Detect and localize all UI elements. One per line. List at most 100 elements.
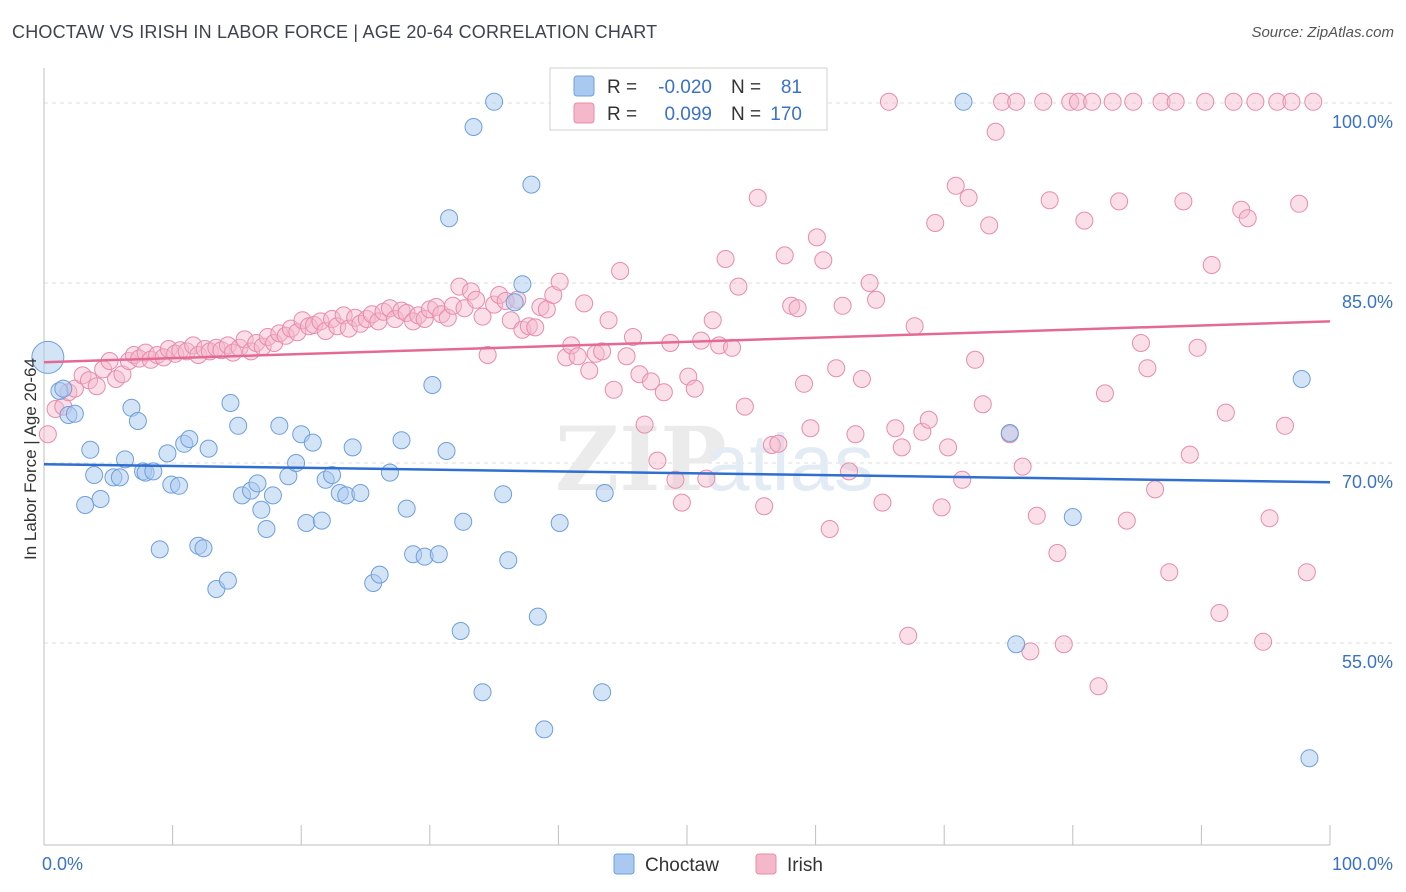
- irish-point: [899, 626, 918, 645]
- irish-point: [672, 493, 691, 512]
- irish-point: [795, 374, 814, 393]
- choctaw-point: [464, 118, 483, 136]
- irish-point: [788, 299, 807, 318]
- irish-point: [1254, 632, 1273, 651]
- irish-point: [311, 312, 330, 331]
- irish-point: [635, 415, 654, 434]
- irish-point: [1089, 677, 1108, 696]
- y-tick-label: 85.0%: [1342, 292, 1393, 312]
- chart-title: CHOCTAW VS IRISH IN LABOR FORCE | AGE 20…: [12, 22, 658, 42]
- choctaw-point: [144, 462, 163, 481]
- irish-point: [265, 334, 284, 352]
- irish-point: [801, 419, 820, 438]
- choctaw-point: [110, 468, 129, 487]
- irish-point: [852, 370, 871, 388]
- irish-point: [392, 301, 411, 320]
- irish-point: [833, 296, 852, 315]
- irish-point: [648, 451, 667, 470]
- y-tick-label: 70.0%: [1342, 472, 1393, 492]
- irish-point: [980, 216, 999, 235]
- choctaw-trend-line: [43, 462, 1331, 484]
- choctaw-point: [270, 416, 289, 435]
- irish-point: [827, 359, 846, 378]
- irish-point: [814, 251, 833, 270]
- irish-point: [820, 520, 839, 538]
- irish-point: [1160, 563, 1179, 582]
- irish-point: [38, 425, 57, 444]
- irish-point: [1138, 359, 1157, 378]
- irish-point: [1131, 334, 1150, 352]
- irish-point: [478, 346, 497, 364]
- irish-point: [1152, 92, 1171, 111]
- choctaw-point: [595, 484, 614, 502]
- choctaw-point: [351, 484, 370, 502]
- irish-point: [723, 338, 742, 357]
- irish-point: [461, 282, 480, 301]
- choctaw-point: [423, 376, 442, 394]
- irish-point: [630, 365, 649, 384]
- irish-point: [544, 286, 563, 304]
- irish-point: [599, 311, 618, 330]
- irish-point: [1246, 92, 1265, 111]
- choctaw-point: [392, 431, 411, 450]
- irish-point: [1083, 92, 1102, 111]
- irish-point: [1034, 92, 1053, 111]
- choctaw-point: [54, 379, 73, 398]
- choctaw-point: [303, 433, 322, 452]
- irish-point: [611, 262, 630, 280]
- choctaw-point: [1300, 749, 1319, 768]
- choctaw-point: [248, 474, 267, 493]
- irish-point: [1040, 191, 1059, 210]
- choctaw-point: [323, 466, 342, 484]
- irish-point: [993, 92, 1012, 111]
- irish-point: [485, 295, 504, 314]
- irish-point: [919, 410, 938, 429]
- irish-point: [557, 348, 576, 367]
- irish-point: [467, 290, 486, 309]
- irish-point: [1110, 192, 1129, 211]
- choctaw-point: [499, 551, 518, 570]
- irish-point: [415, 310, 434, 328]
- choctaw-point: [513, 275, 532, 294]
- irish-point: [550, 272, 569, 291]
- irish-trend-line: [43, 320, 1331, 364]
- irish-point: [1224, 92, 1243, 111]
- irish-point: [1304, 92, 1323, 111]
- legend-n-value-irish: 170: [770, 104, 802, 125]
- irish-point: [775, 246, 794, 265]
- legend-n-label-irish: N =: [731, 104, 761, 125]
- series-legend-label-irish: Irish: [787, 855, 823, 876]
- choctaw-point: [312, 511, 331, 530]
- irish-point: [807, 228, 826, 247]
- choctaw-point: [81, 440, 100, 459]
- choctaw-point: [454, 512, 473, 531]
- source-label: Source: ZipAtlas.com: [1251, 24, 1394, 41]
- irish-point: [946, 176, 965, 195]
- choctaw-point: [505, 293, 524, 312]
- irish-point: [1166, 92, 1185, 111]
- irish-point: [438, 308, 457, 327]
- legend-r-value-irish: 0.099: [664, 104, 712, 125]
- grid-lines: [44, 102, 1395, 644]
- irish-point: [1095, 384, 1114, 403]
- irish-point: [926, 214, 945, 232]
- irish-point: [617, 347, 636, 366]
- irish-point: [1282, 92, 1301, 111]
- choctaw-point: [229, 416, 248, 435]
- irish-point: [1174, 192, 1193, 211]
- irish-point: [846, 425, 865, 444]
- irish-point: [1260, 509, 1279, 528]
- choctaw-point: [370, 565, 389, 584]
- choctaw-point: [494, 485, 513, 504]
- irish-point: [953, 470, 972, 489]
- choctaw-point: [76, 496, 95, 514]
- irish-point: [703, 311, 722, 330]
- irish-point: [1103, 92, 1122, 111]
- choctaw-point: [116, 450, 135, 469]
- choctaw-point: [380, 463, 399, 482]
- irish-point: [716, 250, 735, 268]
- axes: [43, 68, 1331, 846]
- irish-point: [568, 347, 587, 366]
- y-tick-label: 55.0%: [1342, 652, 1393, 672]
